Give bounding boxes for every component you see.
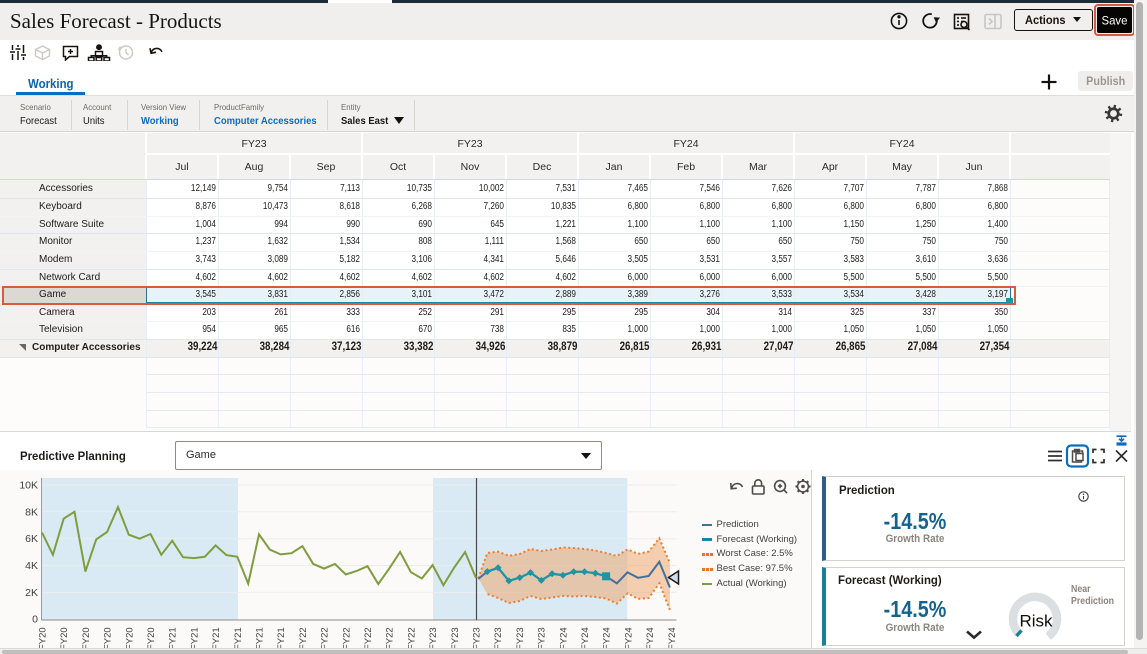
svg-text:FY21: FY21 [189,627,200,650]
svg-text:FY20: FY20 [59,627,70,650]
svg-text:Risk: Risk [1019,612,1053,631]
svg-text:Save: Save [1102,14,1128,27]
svg-text:FY21: FY21 [276,627,287,650]
svg-text:FY22: FY22 [385,627,396,650]
svg-text:FY22: FY22 [341,627,352,650]
svg-text:FY21: FY21 [255,627,266,650]
svg-text:FY24: FY24 [602,627,613,650]
svg-text:10K: 10K [19,480,38,492]
svg-text:FY20: FY20 [146,627,157,650]
svg-text:FY23: FY23 [450,627,461,650]
svg-text:6K: 6K [25,533,38,545]
svg-text:FY23: FY23 [428,627,439,650]
svg-text:2K: 2K [25,587,38,599]
svg-text:FY22: FY22 [320,627,331,650]
svg-text:FY23: FY23 [515,627,526,650]
svg-text:FY24: FY24 [558,627,569,650]
svg-text:FY23: FY23 [472,627,483,650]
svg-text:FY22: FY22 [406,627,417,650]
svg-text:FY23: FY23 [493,627,504,650]
svg-text:FY20: FY20 [38,627,49,650]
svg-text:FY20: FY20 [103,627,114,650]
svg-text:FY21: FY21 [168,627,179,650]
svg-text:4K: 4K [25,560,38,572]
svg-text:FY24: FY24 [645,627,656,650]
svg-text:FY20: FY20 [81,627,92,650]
svg-text:FY24: FY24 [623,627,634,650]
svg-text:0: 0 [32,614,38,626]
svg-text:FY21: FY21 [211,627,222,650]
svg-text:FY23: FY23 [537,627,548,650]
svg-text:FY24: FY24 [580,627,591,650]
svg-text:FY21: FY21 [233,627,244,650]
svg-text:FY22: FY22 [298,627,309,650]
svg-text:8K: 8K [25,506,38,518]
svg-text:FY24: FY24 [667,627,678,650]
svg-text:FY20: FY20 [124,627,135,650]
svg-text:FY22: FY22 [363,627,374,650]
